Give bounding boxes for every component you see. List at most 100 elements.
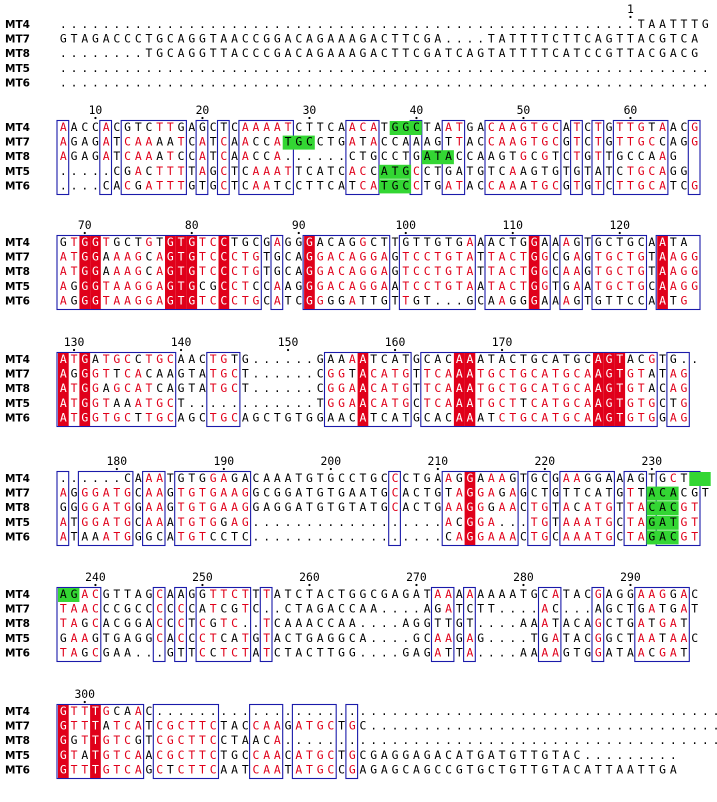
nucleotide: A [220, 471, 227, 485]
nucleotide: A [477, 120, 484, 134]
nucleotide: G [60, 500, 67, 514]
nucleotide: . [156, 75, 163, 89]
nucleotide: C [242, 178, 249, 192]
nucleotide: A [456, 352, 463, 366]
nucleotide: T [616, 32, 623, 46]
nucleotide: T [638, 396, 645, 410]
nucleotide: A [103, 486, 110, 500]
nucleotide: G [691, 178, 698, 192]
nucleotide: . [445, 719, 452, 733]
nucleotide: . [220, 61, 227, 75]
sequence-label: MT7 [5, 34, 30, 46]
nucleotide: C [306, 135, 313, 149]
nucleotide: A [199, 367, 206, 381]
nucleotide: . [295, 352, 302, 366]
nucleotide: . [124, 46, 131, 60]
nucleotide: T [531, 515, 538, 529]
nucleotide: G [477, 515, 484, 529]
nucleotide: G [670, 164, 677, 178]
nucleotide: T [638, 486, 645, 500]
nucleotide: C [381, 46, 388, 60]
nucleotide: C [124, 135, 131, 149]
codon-highlight [421, 150, 454, 165]
nucleotide: C [681, 178, 688, 192]
nucleotide: G [584, 178, 591, 192]
nucleotide: T [135, 120, 142, 134]
nucleotide: A [648, 17, 655, 31]
nucleotide: T [71, 396, 78, 410]
nucleotide: T [188, 748, 195, 762]
nucleotide: A [638, 529, 645, 543]
conservation-frame [56, 586, 102, 663]
nucleotide: C [616, 631, 623, 645]
nucleotide: T [648, 471, 655, 485]
nucleotide: . [659, 75, 666, 89]
nucleotide: . [135, 61, 142, 75]
nucleotide: . [681, 61, 688, 75]
nucleotide: C [146, 120, 153, 134]
nucleotide: T [263, 631, 270, 645]
nucleotide: C [210, 762, 217, 776]
nucleotide: . [552, 704, 559, 718]
nucleotide: A [113, 178, 120, 192]
nucleotide: . [253, 352, 260, 366]
nucleotide: . [595, 733, 602, 747]
nucleotide: A [670, 762, 677, 776]
nucleotide: A [274, 631, 281, 645]
nucleotide: T [242, 279, 249, 293]
nucleotide: A [541, 645, 548, 659]
nucleotide: A [670, 486, 677, 500]
nucleotide: . [648, 733, 655, 747]
nucleotide: T [167, 471, 174, 485]
nucleotide: . [242, 616, 249, 630]
conservation-frame [484, 119, 562, 196]
nucleotide: . [327, 61, 334, 75]
nucleotide: A [178, 352, 185, 366]
nucleotide: A [135, 381, 142, 395]
nucleotide: . [113, 471, 120, 485]
conservation-frame [152, 703, 220, 780]
nucleotide: . [178, 75, 185, 89]
sequence-label: MT6 [5, 180, 30, 192]
nucleotide: C [670, 471, 677, 485]
nucleotide: . [285, 381, 292, 395]
nucleotide: . [306, 17, 313, 31]
nucleotide: . [509, 719, 516, 733]
nucleotide: G [638, 250, 645, 264]
nucleotide: . [402, 602, 409, 616]
nucleotide: T [424, 486, 431, 500]
nucleotide: G [103, 748, 110, 762]
sequence-label: MT5 [5, 281, 30, 293]
nucleotide: . [552, 719, 559, 733]
nucleotide: . [541, 17, 548, 31]
nucleotide: . [188, 396, 195, 410]
nucleotide: . [648, 748, 655, 762]
nucleotide: . [392, 75, 399, 89]
nucleotide: T [220, 46, 227, 60]
nucleotide: . [563, 602, 570, 616]
nucleotide: A [60, 135, 67, 149]
nucleotide: G [167, 235, 174, 249]
nucleotide: . [103, 46, 110, 60]
nucleotide: G [681, 396, 688, 410]
nucleotide: . [349, 733, 356, 747]
nucleotide: . [392, 733, 399, 747]
nucleotide: A [381, 264, 388, 278]
nucleotide: T [231, 178, 238, 192]
nucleotide: C [231, 279, 238, 293]
nucleotide: A [648, 486, 655, 500]
nucleotide: G [306, 293, 313, 307]
nucleotide: C [349, 602, 356, 616]
nucleotide: G [188, 264, 195, 278]
nucleotide: . [81, 164, 88, 178]
sequence-label: MT7 [5, 252, 30, 264]
nucleotide: C [295, 293, 302, 307]
nucleotide: C [370, 396, 377, 410]
nucleotide: G [92, 367, 99, 381]
nucleotide: . [670, 748, 677, 762]
nucleotide: A [381, 250, 388, 264]
nucleotide: . [595, 17, 602, 31]
conservation-frame [634, 586, 690, 663]
nucleotide: C [477, 293, 484, 307]
nucleotide: C [520, 500, 527, 514]
